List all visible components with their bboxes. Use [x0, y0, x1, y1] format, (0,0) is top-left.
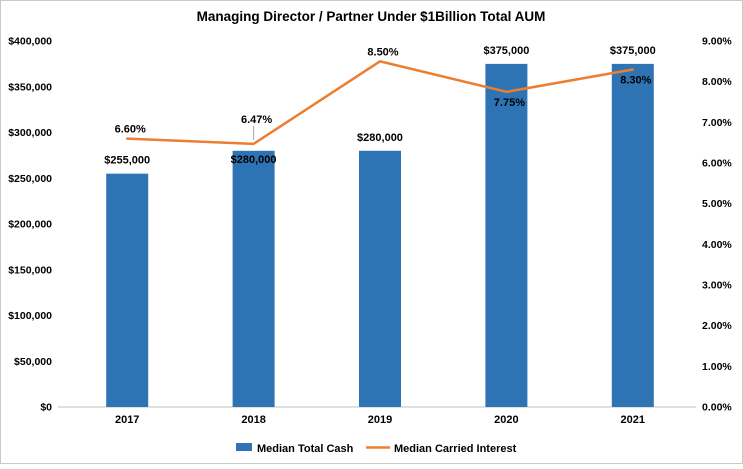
left-axis-tick: $50,000	[14, 356, 52, 368]
bar-label: $255,000	[104, 155, 150, 167]
right-axis-tick: 8.00%	[702, 76, 732, 88]
line-label: 6.47%	[241, 114, 272, 126]
right-axis-tick: 4.00%	[702, 239, 732, 251]
line-label: 7.75%	[494, 97, 525, 109]
bar-2021	[611, 63, 654, 407]
carried-interest-line	[125, 60, 635, 146]
line-label: 8.30%	[620, 74, 651, 86]
legend-line-label: Median Carried Interest	[394, 443, 517, 455]
legend-bar-label: Median Total Cash	[257, 443, 354, 455]
right-axis-tick: 2.00%	[702, 320, 732, 332]
left-axis-tick: $250,000	[8, 173, 52, 185]
legend-bar-swatch	[236, 443, 252, 451]
bar-2018	[232, 150, 275, 408]
right-axis-tick: 3.00%	[702, 280, 732, 292]
x-axis-label: 2020	[494, 414, 518, 426]
right-axis-tick: 9.00%	[702, 36, 732, 48]
left-axis-tick: $300,000	[8, 127, 52, 139]
plot-area: $0 $50,000 $100,000 $150,000 $200,000 $250,00…	[8, 36, 732, 427]
bar-label: $280,000	[231, 154, 277, 166]
x-axis-label: 2018	[241, 414, 265, 426]
bar-2019	[359, 150, 401, 408]
left-axis-tick: $400,000	[8, 36, 52, 48]
x-axis-label: 2021	[621, 414, 645, 426]
bar-2017	[106, 173, 149, 407]
left-axis-tick: $200,000	[8, 219, 52, 231]
left-axis-tick: $350,000	[8, 81, 52, 93]
left-axis-tick: $100,000	[8, 310, 52, 322]
right-axis-tick: 7.00%	[702, 117, 732, 129]
right-axis-tick: 1.00%	[702, 361, 732, 373]
x-axis-label: 2017	[115, 414, 139, 426]
bar-label: $375,000	[483, 45, 529, 57]
line-label: 8.50%	[367, 46, 398, 58]
bar-2020	[485, 63, 528, 407]
right-axis-tick: 0.00%	[702, 402, 732, 414]
bar-label: $280,000	[357, 132, 403, 144]
x-axis-label: 2019	[368, 414, 392, 426]
left-axis-tick: $0	[40, 402, 52, 414]
left-axis-tick: $150,000	[8, 264, 52, 276]
right-axis-tick: 5.00%	[702, 198, 732, 210]
legend: Median Total Cash Median Carried Interes…	[236, 443, 517, 455]
bar-label: $375,000	[610, 45, 656, 57]
chart-title: Managing Director / Partner Under $1Bill…	[197, 9, 546, 24]
line-label: 6.60%	[115, 124, 146, 136]
right-axis-tick: 6.00%	[702, 158, 732, 170]
